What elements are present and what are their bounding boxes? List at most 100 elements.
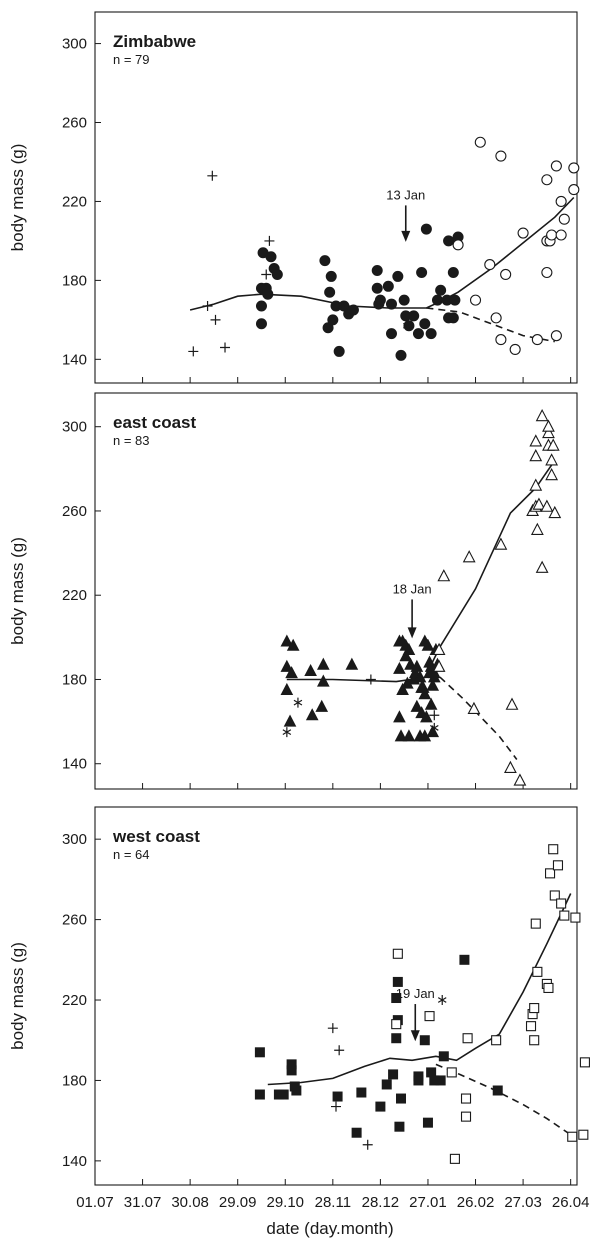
data-point [334,1045,345,1056]
data-point [449,1153,460,1164]
data-point [531,334,543,346]
data-point [513,773,527,786]
data-point [540,499,554,512]
x-tick-label: 28.12 [362,1194,400,1211]
data-point [393,710,406,723]
data-point [530,918,541,929]
x-tick-label: 31.07 [124,1194,162,1211]
x-tick-label: 30.08 [171,1194,209,1211]
data-point [285,666,298,679]
data-point [382,280,394,292]
data-point [541,174,553,186]
data-point [437,569,451,582]
data-point [525,1021,537,1032]
data-point [447,312,459,324]
y-tick-label: 180 [62,1072,87,1089]
trend-line-solid [267,893,572,1086]
data-point [375,1101,386,1112]
data-point [432,642,446,656]
data-point [305,708,319,721]
trend-line-dashed [435,1063,572,1136]
data-point [381,1079,392,1090]
y-tick-label: 140 [62,351,87,368]
y-tick-label: 260 [62,912,87,929]
data-point [410,659,424,672]
data-point [517,227,529,239]
data-point [532,497,546,510]
x-tick-label: 27.03 [504,1194,542,1211]
data-point [413,670,427,683]
data-point [391,1019,402,1030]
y-tick-label: 300 [62,419,87,436]
data-point [542,419,555,432]
data-point [505,697,519,710]
data-point [293,697,303,708]
data-point [385,298,397,310]
data-point [264,235,275,246]
y-tick-label: 180 [62,671,87,688]
series-asterisk [338,301,412,331]
data-point [462,550,476,563]
data-point [316,657,330,670]
data-point [404,657,417,670]
data-point [286,1065,297,1076]
data-point [429,710,440,721]
annotation-arrow-head [410,1030,420,1042]
plot-frame [94,11,578,384]
data-point [460,1111,472,1122]
series-cross [365,674,440,721]
data-point [316,674,330,687]
data-point [283,714,297,727]
data-point [438,1051,449,1062]
series-triangle-filled [280,634,444,742]
data-point [424,1011,435,1022]
series-circle-filled [255,223,464,361]
data-point [421,638,435,651]
data-point [447,266,459,278]
data-point [362,1139,373,1150]
x-tick-label: 29.10 [266,1194,304,1211]
data-point [371,265,383,277]
y-tick-label: 140 [62,1153,87,1170]
plot-frame [94,392,578,790]
data-point [408,310,420,322]
data-point [491,1035,502,1046]
data-point [396,1093,407,1104]
annotation-arrow-head [401,230,411,242]
data-point [432,659,446,672]
data-point [255,300,267,312]
data-point [558,213,570,225]
annotation-label: 13 Jan [386,187,425,202]
data-point [427,666,441,679]
data-point [545,453,559,466]
data-point [399,649,413,662]
x-axis-label: date (day.month) [266,1219,393,1238]
trend-line-solid [189,196,575,311]
data-point [188,346,199,357]
data-point [529,478,543,491]
data-point [530,522,544,535]
data-point [535,408,549,422]
data-point [443,235,455,247]
data-point [374,294,386,306]
data-point [418,687,432,700]
data-point [207,170,218,181]
panel-title: east coast [113,413,196,432]
data-point [388,1069,399,1080]
data-point [490,312,502,324]
data-point [315,699,329,712]
data-point [484,259,496,271]
data-point [412,328,424,340]
annotation-arrow-head [407,627,417,639]
data-point [371,282,383,294]
data-point [426,678,440,691]
data-point [322,322,334,334]
y-tick-label: 220 [62,587,87,604]
data-point [546,438,560,451]
data-point [391,993,402,1004]
chart-panel-east-coast: 140 180 220 260 300 body mass (g) east coastn … [8,392,578,790]
data-point [544,868,556,879]
data-point [396,682,409,695]
data-point [431,294,443,306]
data-point [532,966,543,977]
